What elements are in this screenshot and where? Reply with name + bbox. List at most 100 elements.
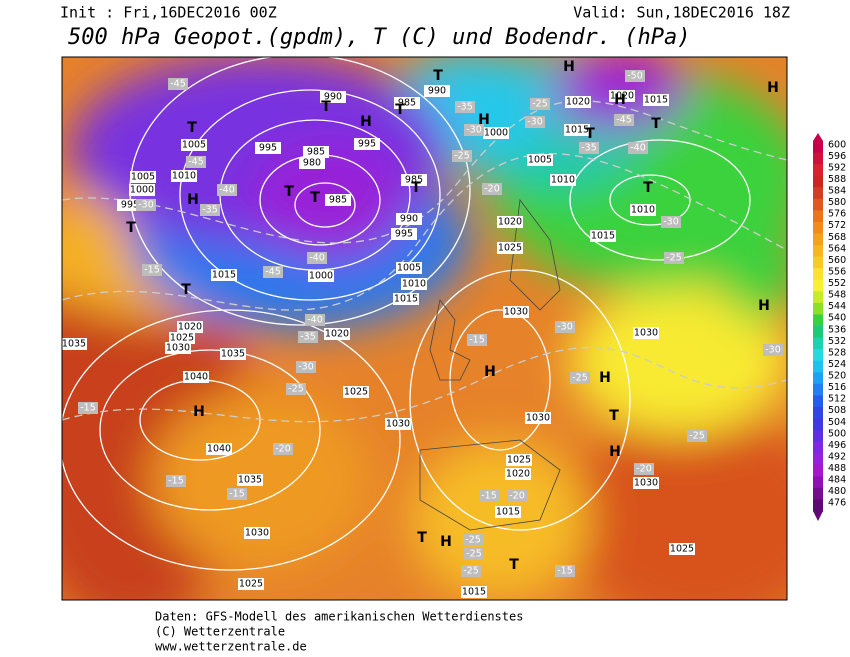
- isobar-label-box: [630, 204, 656, 216]
- colorbar-label: 600: [828, 139, 846, 150]
- colorbar-label: 592: [828, 162, 846, 173]
- isobar-label: 1030: [245, 528, 269, 539]
- temperature-label: -20: [636, 464, 652, 475]
- temperature-label-box: [142, 264, 162, 276]
- colorbar-bottom-arrow: [813, 511, 823, 521]
- pressure-center: H: [440, 534, 452, 550]
- isobar-label: 1015: [496, 507, 520, 518]
- footer-source: Daten: GFS-Modell des amerikanischen Wet…: [155, 610, 523, 624]
- isobar-label-box: [62, 338, 87, 350]
- temperature-label-box: [614, 114, 634, 126]
- isobar-label-box: [483, 127, 509, 139]
- temperature-label-box: [687, 430, 707, 442]
- isobar-label-box: [169, 332, 195, 344]
- isobar-label: 1020: [498, 217, 522, 228]
- isobar-label: 1035: [221, 349, 245, 360]
- colorbar-label: 584: [828, 186, 846, 197]
- pressure-center: T: [411, 180, 421, 196]
- colorbar-swatch: [813, 487, 823, 500]
- isobar-label-box: [343, 386, 369, 398]
- temperature-label: -25: [466, 549, 482, 560]
- colorbar-label: 564: [828, 243, 846, 254]
- temperature-label: -15: [469, 335, 485, 346]
- colorbar-swatch: [813, 314, 823, 327]
- temperature-label: -40: [307, 315, 323, 326]
- isobar-label-box: [171, 170, 197, 182]
- isobar-label: 1035: [62, 339, 86, 350]
- temperature-label-box: [555, 321, 575, 333]
- colorbar-label: 596: [828, 151, 846, 162]
- colorbar-top-arrow: [813, 133, 823, 141]
- colorbar-swatch: [813, 349, 823, 362]
- pressure-center: T: [395, 102, 405, 118]
- temperature-label: -30: [557, 322, 573, 333]
- isobar-label-box: [525, 412, 551, 424]
- isobar-label-box: [237, 474, 263, 486]
- pressure-center: H: [193, 404, 205, 420]
- temperature-label: -35: [300, 332, 316, 343]
- colorbar-label: 552: [828, 278, 846, 289]
- colorbar-label: 500: [828, 428, 846, 439]
- temperature-label: -35: [202, 205, 218, 216]
- isobar-label: 1025: [498, 243, 522, 254]
- isobar-label-box: [401, 174, 427, 186]
- isobar-label: 995: [395, 229, 413, 240]
- colorbar-label: 476: [828, 498, 846, 509]
- isobar-label-box: [385, 418, 411, 430]
- isobar-label: 1020: [325, 329, 349, 340]
- colorbar-swatch: [813, 291, 823, 304]
- colorbar-swatch: [813, 233, 823, 246]
- temperature-label: -15: [80, 403, 96, 414]
- temperature-label: -25: [465, 535, 481, 546]
- isobar-label-box: [564, 124, 590, 136]
- temperature-label: -15: [144, 265, 160, 276]
- isobar-label: 1030: [634, 478, 658, 489]
- temperature-label-box: [461, 565, 481, 577]
- pressure-center: T: [284, 184, 294, 200]
- isobar-label-box: [497, 242, 523, 254]
- temperature-label-box: [625, 70, 645, 82]
- temperature-label: -20: [484, 184, 500, 195]
- pressure-center: T: [651, 116, 661, 132]
- temperature-label-box: [525, 116, 545, 128]
- isobar-label: 1010: [551, 175, 575, 186]
- temperature-label: -30: [138, 200, 154, 211]
- isobar-label: 1030: [386, 419, 410, 430]
- temperature-label-box: [186, 156, 206, 168]
- pressure-center: H: [478, 112, 490, 128]
- colorbar-swatch: [813, 302, 823, 315]
- isobar-label-box: [633, 477, 659, 489]
- isobar-label: 985: [398, 98, 416, 109]
- colorbar-label: 488: [828, 463, 846, 474]
- temperature-label: -45: [170, 79, 186, 90]
- isobar-label-box: [495, 506, 521, 518]
- temperature-label: -25: [532, 99, 548, 110]
- isobar-label-box: [401, 278, 427, 290]
- isobar-label: 1040: [207, 444, 231, 455]
- colorbar-swatch: [813, 256, 823, 269]
- colorbar-label: 520: [828, 371, 846, 382]
- colorbar-swatch: [813, 268, 823, 281]
- pressure-center: T: [509, 557, 519, 573]
- isobar-label-box: [633, 327, 659, 339]
- isobar-label: 990: [428, 86, 446, 97]
- colorbar-label: 516: [828, 382, 846, 393]
- isobar-label: 1025: [239, 579, 263, 590]
- temperature-label-box: [661, 216, 681, 228]
- isobar-label: 1015: [591, 231, 615, 242]
- isobar-label: 1005: [131, 172, 155, 183]
- colorbar-swatch: [813, 418, 823, 431]
- pressure-center: T: [310, 190, 320, 206]
- isobar-label: 1030: [526, 413, 550, 424]
- colorbar-label: 572: [828, 220, 846, 231]
- temperature-label: -30: [527, 117, 543, 128]
- temperature-label: -50: [627, 71, 643, 82]
- pressure-center: T: [417, 530, 427, 546]
- pressure-center: H: [767, 80, 779, 96]
- temperature-label-box: [479, 490, 499, 502]
- isobar-label: 1015: [462, 587, 486, 598]
- colorbar-label: 560: [828, 255, 846, 266]
- temperature-label-box: [530, 98, 550, 110]
